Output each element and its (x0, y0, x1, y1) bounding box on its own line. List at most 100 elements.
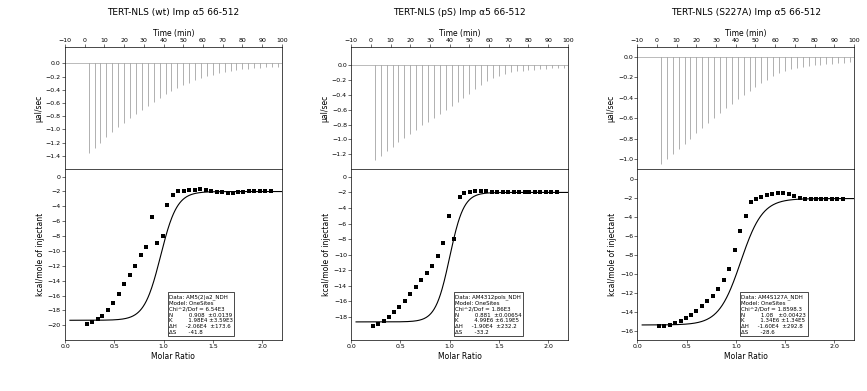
Point (204, 188, 218, 195)
Y-axis label: kcal/mole of injectant: kcal/mole of injectant (36, 213, 45, 296)
Point (264, 188, 277, 195)
Point (447, 236, 460, 242)
Point (91, 316, 104, 323)
Point (523, 189, 537, 196)
Point (258, 188, 272, 195)
Point (518, 189, 531, 196)
Point (95, 312, 109, 319)
Point (107, 300, 121, 306)
Point (377, 317, 391, 324)
Point (754, 194, 768, 200)
Point (674, 318, 688, 324)
Point (128, 263, 142, 269)
X-axis label: Molar Ratio: Molar Ratio (724, 352, 767, 361)
Point (188, 187, 202, 193)
Point (711, 286, 725, 292)
Point (381, 314, 395, 320)
Point (668, 320, 681, 326)
Point (689, 308, 703, 314)
Point (388, 309, 401, 315)
Point (792, 194, 806, 201)
Point (145, 214, 159, 221)
Point (772, 190, 786, 196)
Text: Data: AM4312pols_NDH
Model: OneSites
Chi^2/Dof = 1.86E3
N         0.881  ±0.0065: Data: AM4312pols_NDH Model: OneSites Chi… (455, 294, 522, 335)
Title: TERT-NLS (pS) Imp α5 66-512: TERT-NLS (pS) Imp α5 66-512 (394, 9, 525, 18)
Point (739, 213, 753, 219)
Point (766, 191, 779, 197)
Y-axis label: μal/sec: μal/sec (34, 94, 43, 122)
Point (728, 247, 742, 253)
Point (139, 244, 153, 250)
Point (150, 240, 164, 247)
Point (468, 188, 482, 194)
Y-axis label: μal/sec: μal/sec (606, 94, 616, 122)
Point (490, 188, 504, 195)
Title: TERT-NLS (S227A) Imp α5 66-512: TERT-NLS (S227A) Imp α5 66-512 (670, 9, 821, 18)
Point (210, 189, 224, 195)
Text: Data: AM4S127A_NDH
Model: OneSites
Chi^2/Dof = 1.8598.3
N         1.08   ±0.0042: Data: AM4S127A_NDH Model: OneSites Chi^2… (741, 294, 806, 335)
Point (193, 186, 207, 192)
Title: TERT-NLS (wt) Imp α5 66-512: TERT-NLS (wt) Imp α5 66-512 (108, 9, 239, 18)
Point (399, 298, 413, 304)
Point (657, 323, 671, 329)
Point (463, 188, 477, 195)
Point (760, 192, 774, 198)
Point (134, 251, 148, 258)
Point (247, 188, 261, 195)
Point (182, 187, 196, 193)
Point (717, 277, 731, 283)
Point (172, 188, 186, 195)
Point (831, 196, 844, 202)
Point (85, 319, 99, 325)
Point (431, 253, 445, 259)
Point (178, 188, 192, 194)
Point (744, 199, 758, 206)
Point (701, 298, 714, 304)
Point (371, 321, 385, 327)
Point (539, 189, 553, 196)
Point (706, 292, 720, 299)
Point (809, 196, 823, 202)
Point (80, 321, 94, 327)
Point (393, 303, 407, 310)
Point (749, 196, 764, 202)
Point (652, 323, 666, 329)
Point (231, 189, 245, 195)
Point (420, 269, 434, 276)
Point (436, 240, 450, 246)
Point (403, 291, 417, 298)
Point (506, 189, 520, 196)
Point (160, 202, 174, 208)
Point (550, 189, 564, 196)
X-axis label: Molar Ratio: Molar Ratio (438, 352, 481, 361)
Y-axis label: μal/sec: μal/sec (320, 94, 329, 122)
Point (722, 266, 736, 272)
X-axis label: Time (min): Time (min) (153, 29, 194, 38)
Point (243, 188, 257, 195)
Point (166, 192, 180, 198)
Point (512, 189, 525, 196)
Point (101, 307, 115, 313)
Point (474, 188, 488, 194)
Point (225, 190, 239, 196)
Point (237, 189, 251, 195)
Point (123, 272, 137, 278)
Point (221, 190, 235, 196)
Point (453, 194, 466, 200)
Point (501, 188, 515, 195)
Y-axis label: kcal/mole of injectant: kcal/mole of injectant (608, 213, 617, 296)
Point (679, 315, 693, 321)
Point (253, 188, 267, 195)
Point (804, 196, 818, 202)
Point (544, 189, 558, 196)
Point (156, 233, 170, 239)
Point (815, 196, 829, 202)
Point (479, 188, 493, 194)
Point (695, 303, 709, 309)
Point (776, 190, 790, 196)
Point (425, 263, 439, 269)
Point (366, 323, 380, 329)
X-axis label: Time (min): Time (min) (439, 29, 480, 38)
Point (496, 188, 510, 195)
Point (685, 311, 699, 317)
